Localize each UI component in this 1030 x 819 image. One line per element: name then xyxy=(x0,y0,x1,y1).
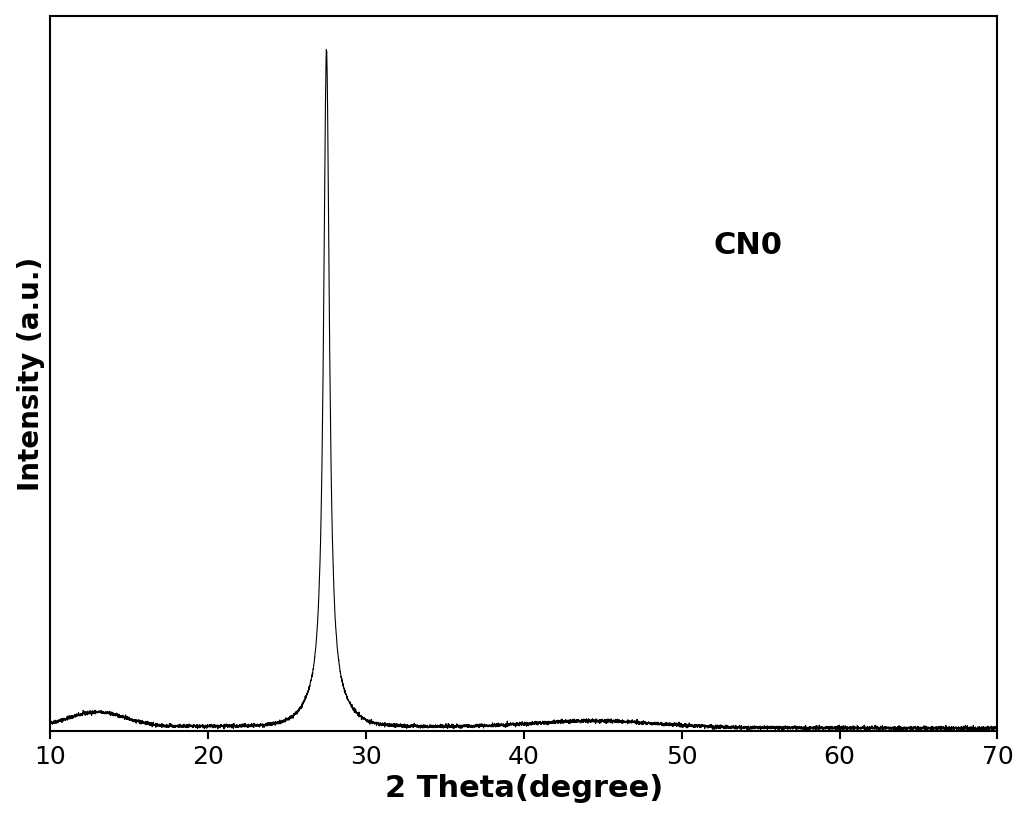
Y-axis label: Intensity (a.u.): Intensity (a.u.) xyxy=(16,256,44,491)
Text: CN0: CN0 xyxy=(714,231,783,260)
X-axis label: 2 Theta(degree): 2 Theta(degree) xyxy=(385,773,663,803)
